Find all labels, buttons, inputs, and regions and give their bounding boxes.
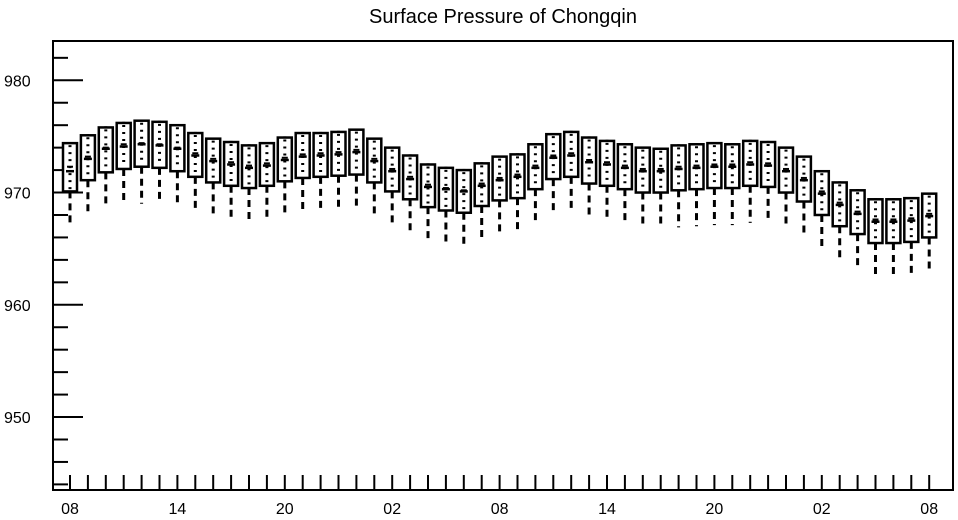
y-tick-label: 970 bbox=[4, 186, 31, 203]
x-axis: 08 14 20 02 08 14 20 02 08 bbox=[61, 475, 938, 518]
y-tick-label: 950 bbox=[4, 410, 31, 427]
x-tick-label: 14 bbox=[169, 501, 187, 518]
x-tick-label: 08 bbox=[491, 501, 509, 518]
box-series bbox=[61, 119, 938, 278]
x-tick-label: 08 bbox=[61, 501, 79, 518]
y-tick-label: 980 bbox=[4, 73, 31, 90]
x-tick-label: 08 bbox=[920, 501, 938, 518]
x-tick-label: 20 bbox=[706, 501, 724, 518]
y-tick-label: 960 bbox=[4, 298, 31, 315]
x-tick-label: 20 bbox=[276, 501, 294, 518]
y-axis: 950 960 970 980 bbox=[4, 56, 83, 486]
x-tick-label: 14 bbox=[598, 501, 616, 518]
chart-title: Surface Pressure of Chongqin bbox=[369, 6, 637, 28]
x-tick-label: 02 bbox=[813, 501, 831, 518]
plot-frame bbox=[52, 40, 954, 491]
x-tick-label: 02 bbox=[383, 501, 401, 518]
